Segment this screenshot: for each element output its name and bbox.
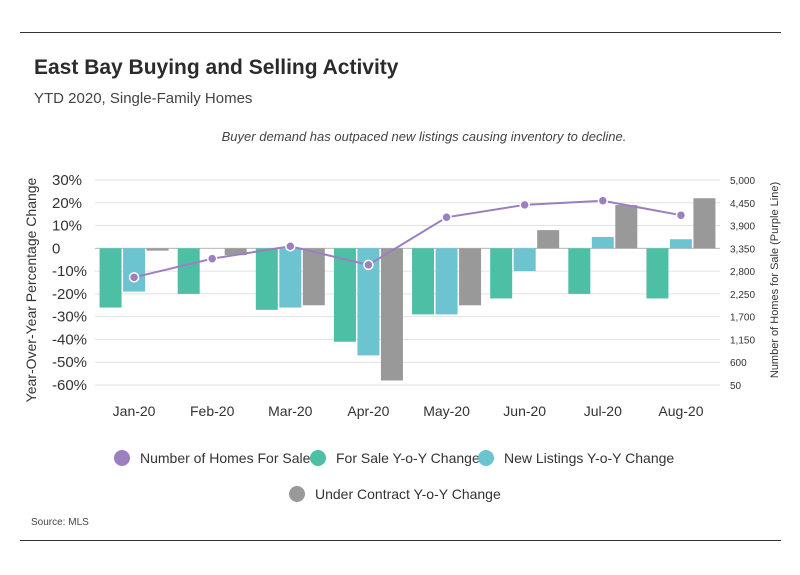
bar-under-contract-y-o-y-change [302, 248, 325, 306]
line-point-homes-for-sale [206, 253, 218, 264]
y-tick-label: -60% [52, 377, 87, 394]
y2-axis-label: Number of Homes for Sale (Purple Line) [769, 182, 781, 378]
bar-under-contract-y-o-y-change [380, 248, 403, 381]
legend-label: Number of Homes For Sale [140, 450, 311, 466]
x-tick-label: Mar-20 [268, 403, 313, 419]
x-tick-label: Aug-20 [658, 403, 703, 419]
y-tick-label: -10% [52, 263, 87, 280]
y-tick-label: 0 [52, 240, 60, 257]
bar-for-sale-y-o-y-change [99, 248, 122, 308]
y-tick-label: 30% [52, 172, 82, 189]
bar-under-contract-y-o-y-change [537, 230, 560, 249]
legend-label: For Sale Y-o-Y Change [336, 450, 480, 466]
line-point-homes-for-sale [128, 272, 140, 283]
bar-for-sale-y-o-y-change [646, 248, 669, 299]
bar-for-sale-y-o-y-change [568, 248, 591, 294]
y2-tick-label: 1,150 [730, 335, 755, 346]
bar-under-contract-y-o-y-change [224, 248, 247, 256]
bar-new-listings-y-o-y-change [435, 248, 458, 315]
line-point-homes-for-sale [597, 195, 609, 206]
y-tick-label: -30% [52, 309, 87, 326]
line-homes-for-sale [133, 199, 682, 279]
line-point-homes-for-sale [675, 209, 687, 221]
y-axis-label: Year-Over-Year Percentage Change [23, 177, 39, 402]
y-tick-label: 10% [52, 218, 82, 235]
legend-marker [478, 450, 494, 466]
bar-new-listings-y-o-y-change [279, 248, 302, 308]
bar-new-listings-y-o-y-change [123, 248, 146, 292]
legend-label: Under Contract Y-o-Y Change [315, 486, 501, 502]
bar-for-sale-y-o-y-change [255, 248, 278, 310]
x-tick-label: Feb-20 [190, 403, 235, 419]
line-point-homes-for-sale [519, 199, 530, 211]
y-tick-label: -40% [52, 331, 87, 348]
y2-tick-label: 3,350 [730, 244, 755, 255]
legend-marker [289, 486, 305, 502]
bar-under-contract-y-o-y-change [615, 205, 638, 249]
y2-tick-label: 3,900 [730, 222, 755, 233]
bar-new-listings-y-o-y-change [591, 236, 614, 249]
y-tick-label: -20% [52, 286, 87, 303]
bar-for-sale-y-o-y-change [333, 248, 356, 342]
legend-marker [114, 450, 130, 466]
x-tick-label: Apr-20 [347, 403, 389, 419]
y2-tick-label: 50 [730, 381, 742, 392]
x-tick-label: May-20 [423, 403, 470, 419]
y2-tick-label: 1,700 [730, 313, 755, 324]
chart-title: East Bay Buying and Selling Activity [34, 56, 399, 79]
line-point-homes-for-sale [441, 212, 452, 223]
y2-tick-label: 4,450 [730, 199, 755, 210]
chart-annotation: Buyer demand has outpaced new listings c… [222, 129, 627, 144]
bar-new-listings-y-o-y-change [513, 248, 536, 272]
y2-tick-label: 5,000 [730, 176, 755, 187]
y2-tick-label: 2,250 [730, 290, 755, 301]
y2-tick-label: 2,800 [730, 267, 755, 278]
bar-for-sale-y-o-y-change [177, 248, 200, 294]
x-tick-label: Jun-20 [503, 403, 546, 419]
source-note: Source: MLS [31, 517, 89, 528]
legend-marker [310, 450, 326, 466]
y2-tick-label: 600 [730, 358, 747, 369]
legend-label: New Listings Y-o-Y Change [504, 450, 674, 466]
bar-under-contract-y-o-y-change [146, 248, 169, 251]
line-point-homes-for-sale [285, 241, 296, 252]
chart-subtitle: YTD 2020, Single-Family Homes [34, 90, 253, 107]
bar-new-listings-y-o-y-change [357, 248, 380, 356]
line-point-homes-for-sale [363, 259, 374, 271]
bar-for-sale-y-o-y-change [412, 248, 435, 315]
y-tick-label: -50% [52, 354, 87, 371]
x-tick-label: Jul-20 [584, 403, 622, 419]
bar-for-sale-y-o-y-change [490, 248, 513, 299]
bar-under-contract-y-o-y-change [693, 198, 716, 249]
bar-new-listings-y-o-y-change [669, 239, 692, 249]
x-tick-label: Jan-20 [113, 403, 156, 419]
top-rule [20, 32, 781, 33]
bottom-rule [20, 540, 781, 541]
bar-under-contract-y-o-y-change [459, 248, 482, 306]
y-tick-label: 20% [52, 195, 82, 212]
